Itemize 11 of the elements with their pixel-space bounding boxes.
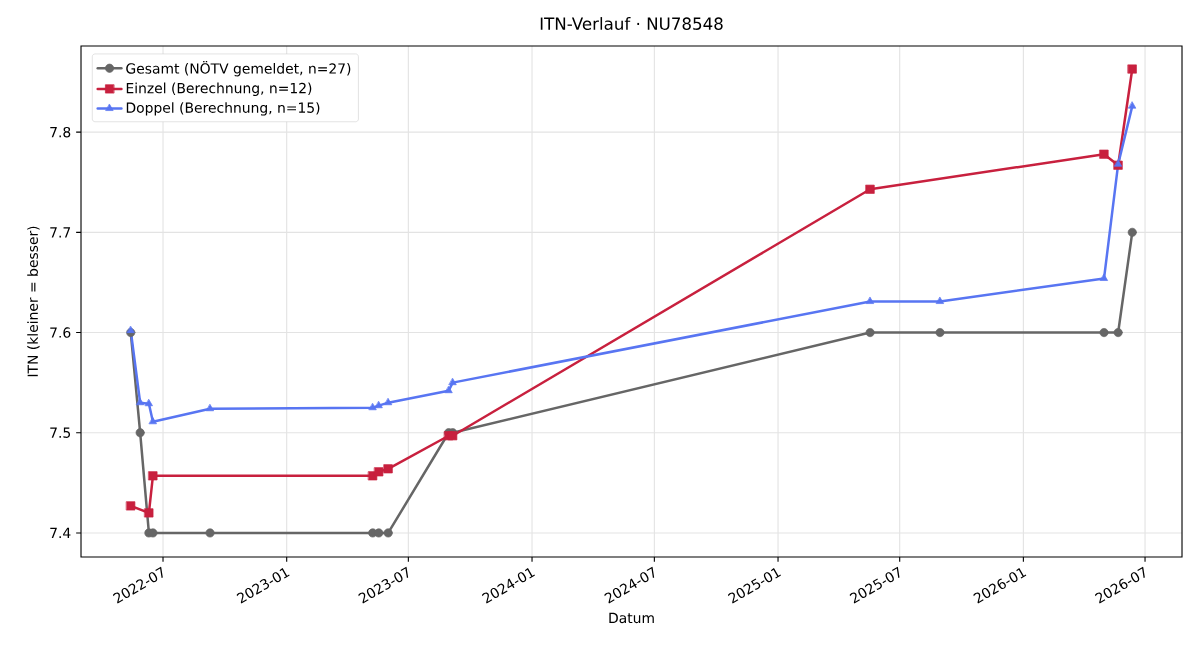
legend-label: Doppel (Berechnung, n=15) xyxy=(126,102,320,116)
legend-label: Einzel (Berechnung, n=12) xyxy=(126,82,312,97)
y-tick-label: 7.4 xyxy=(50,527,71,538)
y-tick-label: 7.6 xyxy=(50,327,71,338)
chart-title: ITN-Verlauf · NU78548 xyxy=(540,17,723,30)
legend-label: Gesamt (NÖTV gemeldet, n=27) xyxy=(126,60,351,77)
x-axis-title: Datum xyxy=(609,612,654,624)
y-tick-label: 7.7 xyxy=(50,227,71,238)
y-tick-label: 7.8 xyxy=(50,126,71,138)
y-tick-label: 7.5 xyxy=(50,427,71,438)
y-axis-title: ITN (kleiner = besser) xyxy=(27,226,40,377)
